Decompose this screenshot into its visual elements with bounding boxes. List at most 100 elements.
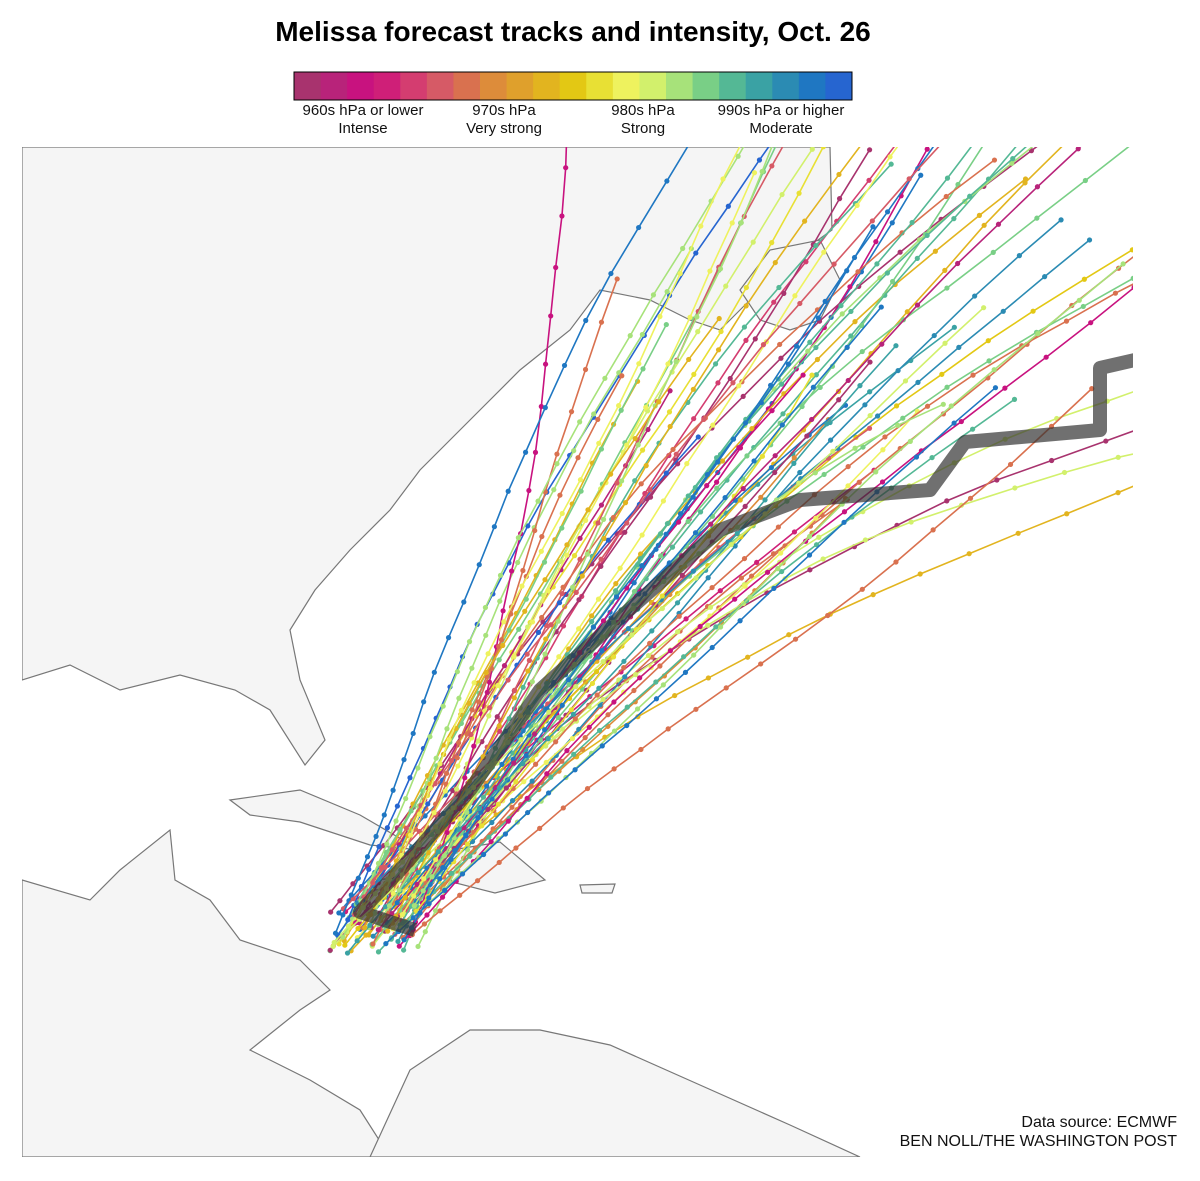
track-point: [555, 715, 561, 721]
track-point: [1125, 78, 1130, 83]
track-point: [582, 366, 589, 373]
track-point: [524, 651, 530, 657]
track-point: [740, 486, 746, 492]
track-point: [617, 565, 623, 571]
track-point: [939, 371, 945, 377]
track-point: [596, 440, 602, 446]
track-point: [772, 453, 778, 459]
track-point: [622, 500, 629, 506]
track-point: [1175, 442, 1180, 447]
legend-swatch: [320, 72, 348, 100]
track-point: [526, 487, 532, 494]
track-point: [513, 845, 519, 851]
track-point: [354, 938, 360, 944]
track-point: [577, 535, 583, 541]
track: [368, 147, 1063, 936]
track-point: [691, 371, 697, 377]
track-point: [624, 704, 630, 710]
track-point: [844, 344, 850, 350]
track-point: [572, 716, 578, 722]
track-point: [557, 492, 563, 498]
track-point: [637, 675, 643, 681]
track-point: [744, 453, 750, 459]
track-point: [1016, 253, 1022, 259]
track-point: [692, 484, 698, 491]
legend-swatch: [480, 72, 508, 100]
legend-swatch: [533, 72, 561, 100]
track-point: [486, 834, 492, 840]
track-point: [632, 478, 638, 484]
track-point: [496, 728, 503, 734]
track-point: [709, 584, 715, 591]
track-point: [554, 461, 560, 467]
track-point: [645, 426, 651, 433]
legend-swatch: [347, 72, 375, 100]
track-point: [542, 727, 548, 733]
track-point: [1034, 184, 1041, 190]
track-point: [394, 803, 400, 809]
track-point: [906, 176, 912, 182]
track-point: [537, 825, 543, 831]
track-point: [1175, 43, 1180, 48]
track-point: [800, 372, 806, 378]
legend-swatch: [798, 72, 826, 100]
track-point: [610, 514, 617, 521]
track-point: [893, 343, 899, 349]
track-point: [870, 224, 876, 230]
track-point: [355, 875, 361, 881]
track-point: [754, 559, 760, 566]
track-point: [576, 726, 582, 732]
track-point: [633, 627, 639, 633]
track-point: [779, 568, 785, 575]
track-point: [486, 679, 493, 685]
track-point: [859, 348, 865, 355]
track-point: [520, 761, 526, 767]
track-point: [522, 449, 529, 455]
legend-intensity: Intense: [338, 120, 387, 137]
track-point: [1157, 50, 1162, 55]
track-point: [913, 454, 920, 460]
track-point: [482, 604, 489, 611]
title: Melissa forecast tracks and intensity, O…: [275, 16, 871, 47]
track-point: [839, 311, 845, 317]
track-point: [722, 494, 728, 501]
track-point: [524, 795, 530, 801]
track-point: [1012, 485, 1018, 491]
track-point: [589, 618, 595, 625]
track-point: [619, 373, 625, 379]
track: [385, 387, 996, 945]
track-point: [462, 775, 468, 781]
track-point: [781, 290, 787, 296]
track-point: [679, 572, 685, 578]
track-point: [532, 715, 538, 721]
track-point: [732, 543, 738, 549]
track-point: [882, 434, 888, 440]
track-point: [862, 402, 868, 408]
track-point: [613, 594, 620, 600]
track-point: [884, 270, 891, 276]
track-point: [523, 596, 529, 602]
track-point: [797, 34, 802, 39]
track-point: [411, 903, 417, 909]
track-point: [370, 933, 376, 939]
track-point: [1043, 354, 1049, 360]
track-point: [445, 635, 452, 641]
track-point: [845, 483, 851, 489]
track-point: [475, 738, 481, 744]
track-point: [525, 523, 531, 529]
track-point: [553, 264, 559, 271]
track-point: [949, 98, 954, 103]
track-point: [639, 532, 645, 538]
track-point: [444, 829, 450, 836]
track-point: [730, 380, 736, 386]
south-america: [369, 1029, 861, 1157]
track-point: [485, 806, 491, 812]
track-point: [446, 736, 452, 743]
track-point: [824, 421, 830, 427]
track-point: [915, 379, 921, 385]
track-point: [736, 383, 742, 389]
track-point: [501, 663, 508, 669]
track-point: [909, 219, 915, 226]
track-point: [704, 471, 711, 478]
track-point: [707, 268, 713, 274]
